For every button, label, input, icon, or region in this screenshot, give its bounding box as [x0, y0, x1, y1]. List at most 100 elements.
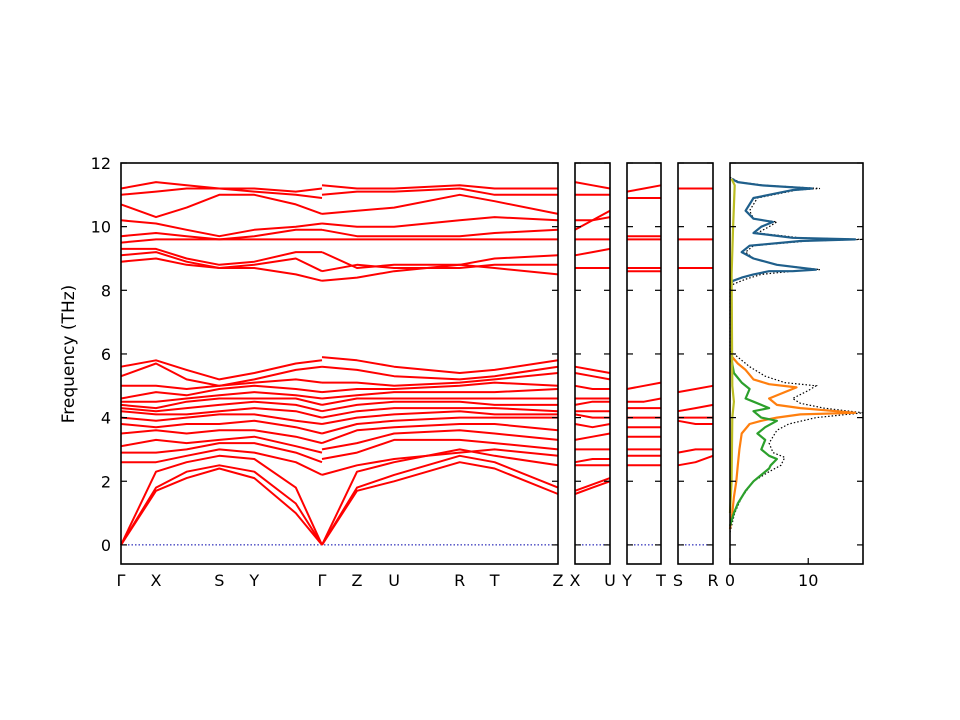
phonon-band [321, 251, 559, 269]
phonon-band [321, 423, 559, 445]
k-point-label: Z [553, 571, 564, 590]
phonon-band [574, 384, 610, 390]
phonon-band [627, 397, 662, 403]
y-tick-label: 6 [101, 345, 111, 364]
band-panel-frame [677, 162, 714, 565]
phonon-band [120, 362, 323, 387]
dos-total-curve [729, 176, 864, 533]
phonon-band [574, 432, 611, 441]
dos-panel: 0 10 [725, 162, 864, 590]
phonon-band [321, 187, 558, 196]
phonon-band [121, 391, 323, 403]
phonon-band [121, 448, 323, 476]
phonon-band [321, 429, 559, 451]
phonon-band [574, 423, 611, 429]
phonon-band [120, 228, 322, 241]
dos-x-tick-label: 10 [798, 571, 818, 590]
phonon-band [321, 461, 559, 546]
phonon-band [321, 416, 558, 435]
k-point-label: Y [248, 571, 259, 590]
phonon-band [120, 359, 323, 381]
phonon-band [574, 181, 611, 190]
phonon-band [120, 257, 323, 282]
band-panel-main-frame [120, 162, 559, 565]
phonon-band [322, 372, 559, 387]
phonon-band [677, 384, 714, 394]
phonon-band [321, 438, 559, 460]
phonon-band [321, 400, 558, 413]
dos-x-tick-label: 0 [725, 571, 735, 590]
phonon-band [321, 448, 559, 476]
phonon-band [120, 464, 323, 546]
dos-panel-frame [729, 162, 864, 565]
phonon-band [321, 410, 558, 425]
phonon-band [677, 419, 713, 425]
dos-partial-curve [728, 178, 736, 514]
phonon-band [626, 381, 662, 390]
phonon-band [321, 216, 559, 228]
phonon-band [120, 251, 323, 273]
phonon-band [574, 477, 611, 492]
phonon-band [321, 407, 559, 419]
dos-partial-curve [729, 177, 857, 285]
phonon-band [120, 400, 323, 413]
phonon-band [321, 381, 559, 394]
y-axis-label: Frequency (THz) [59, 285, 79, 424]
phonon-band [321, 388, 559, 400]
phonon-band [574, 480, 611, 495]
phonon-band [120, 413, 323, 425]
phonon-band [626, 184, 662, 193]
phonon-band [120, 467, 323, 546]
band-panel-frame [574, 162, 611, 565]
k-point-label: S [673, 571, 683, 590]
y-tick-label: 2 [101, 472, 111, 491]
phonon-band [677, 448, 713, 454]
band-panel-frame [626, 162, 662, 565]
k-point-label: Γ [318, 571, 327, 590]
phonon-band [120, 193, 323, 219]
phonon-band [321, 397, 558, 406]
k-point-label: R [454, 571, 465, 590]
k-point-label: R [707, 571, 718, 590]
phonon-band [121, 247, 322, 266]
y-tick-label: 10 [91, 218, 111, 237]
dos-partial-curve [728, 356, 857, 530]
phonon-band [120, 397, 323, 410]
phonon-band [321, 365, 559, 381]
phonon-band [321, 193, 559, 215]
k-point-label: Γ [117, 571, 126, 590]
k-point-label: S [214, 571, 224, 590]
k-point-label: U [604, 571, 616, 590]
y-tick-label: 12 [91, 154, 111, 173]
k-point-label: X [150, 571, 161, 590]
phonon-band [120, 181, 323, 193]
phonon-band [321, 184, 558, 190]
phonon-band [321, 228, 559, 238]
phonon-band [574, 400, 610, 406]
band-panel-main: Γ X S Y Γ Z U R T Z 0 2 4 6 8 10 12 [91, 154, 564, 590]
phonon-band [321, 356, 559, 374]
y-axis: Frequency (THz) [59, 285, 79, 424]
k-point-label: X [570, 571, 581, 590]
phonon-band [120, 429, 323, 445]
phonon-band [574, 458, 610, 464]
phonon-band [574, 247, 611, 257]
k-point-label: T [655, 571, 666, 590]
k-point-label: U [388, 571, 400, 590]
phonon-band [677, 454, 714, 467]
phonon-band [121, 442, 323, 464]
phonon-band [120, 419, 323, 435]
y-tick-label: 8 [101, 281, 111, 300]
phonon-band [321, 448, 559, 546]
dos-partial-curve [728, 360, 778, 527]
y-tick-label: 0 [101, 536, 111, 555]
phonon-band [120, 219, 323, 238]
k-point-label: Z [351, 571, 362, 590]
k-point-label: Y [621, 571, 632, 590]
phonon-band [120, 187, 323, 199]
phonon-band [574, 365, 611, 374]
